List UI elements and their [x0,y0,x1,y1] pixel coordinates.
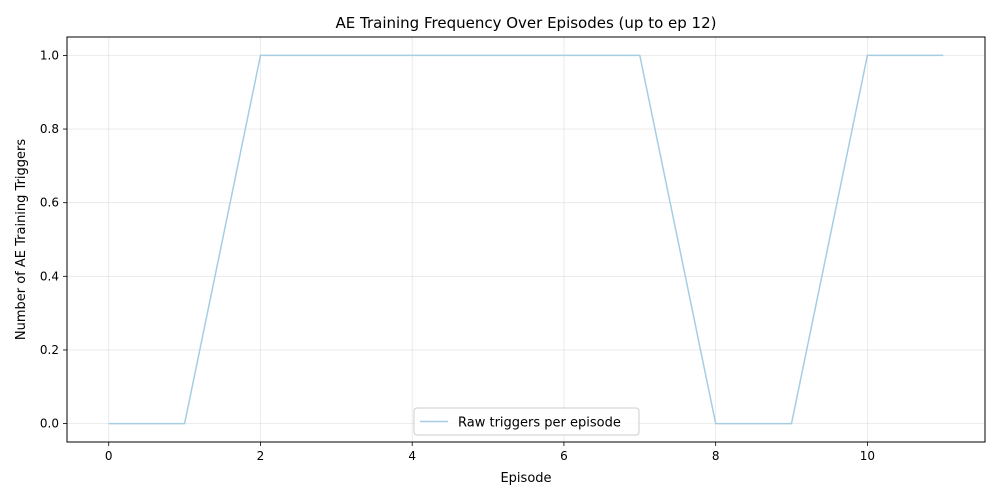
chart-title: AE Training Frequency Over Episodes (up … [336,14,717,32]
y-tick-label: 0.0 [40,417,59,431]
y-axis-label: Number of AE Training Triggers [14,139,29,341]
legend-label: Raw triggers per episode [458,416,621,431]
x-tick-label: 6 [560,449,568,463]
series-line [108,54,944,425]
plot-area-frame [66,36,986,443]
x-tick-label: 8 [712,449,720,463]
grid [67,37,985,442]
x-tick-label: 10 [860,449,875,463]
series-layer [108,54,944,425]
x-tick-label: 2 [257,449,265,463]
y-tick-label: 1.0 [40,48,59,62]
y-tick-label: 0.2 [40,343,59,357]
x-tick-label: 4 [408,449,416,463]
x-tick-label: 0 [105,449,113,463]
y-tick-label: 0.4 [40,269,59,283]
legend-box [413,407,640,436]
y-tick-label: 0.8 [40,122,59,136]
axis-ticks: 0 2 4 6 8 10 0.0 0.2 0.4 0.6 0.8 1.0 [40,48,875,463]
y-tick-label: 0.6 [40,196,59,210]
legend: Raw triggers per episode [413,407,640,436]
x-axis-label: Episode [500,471,551,486]
